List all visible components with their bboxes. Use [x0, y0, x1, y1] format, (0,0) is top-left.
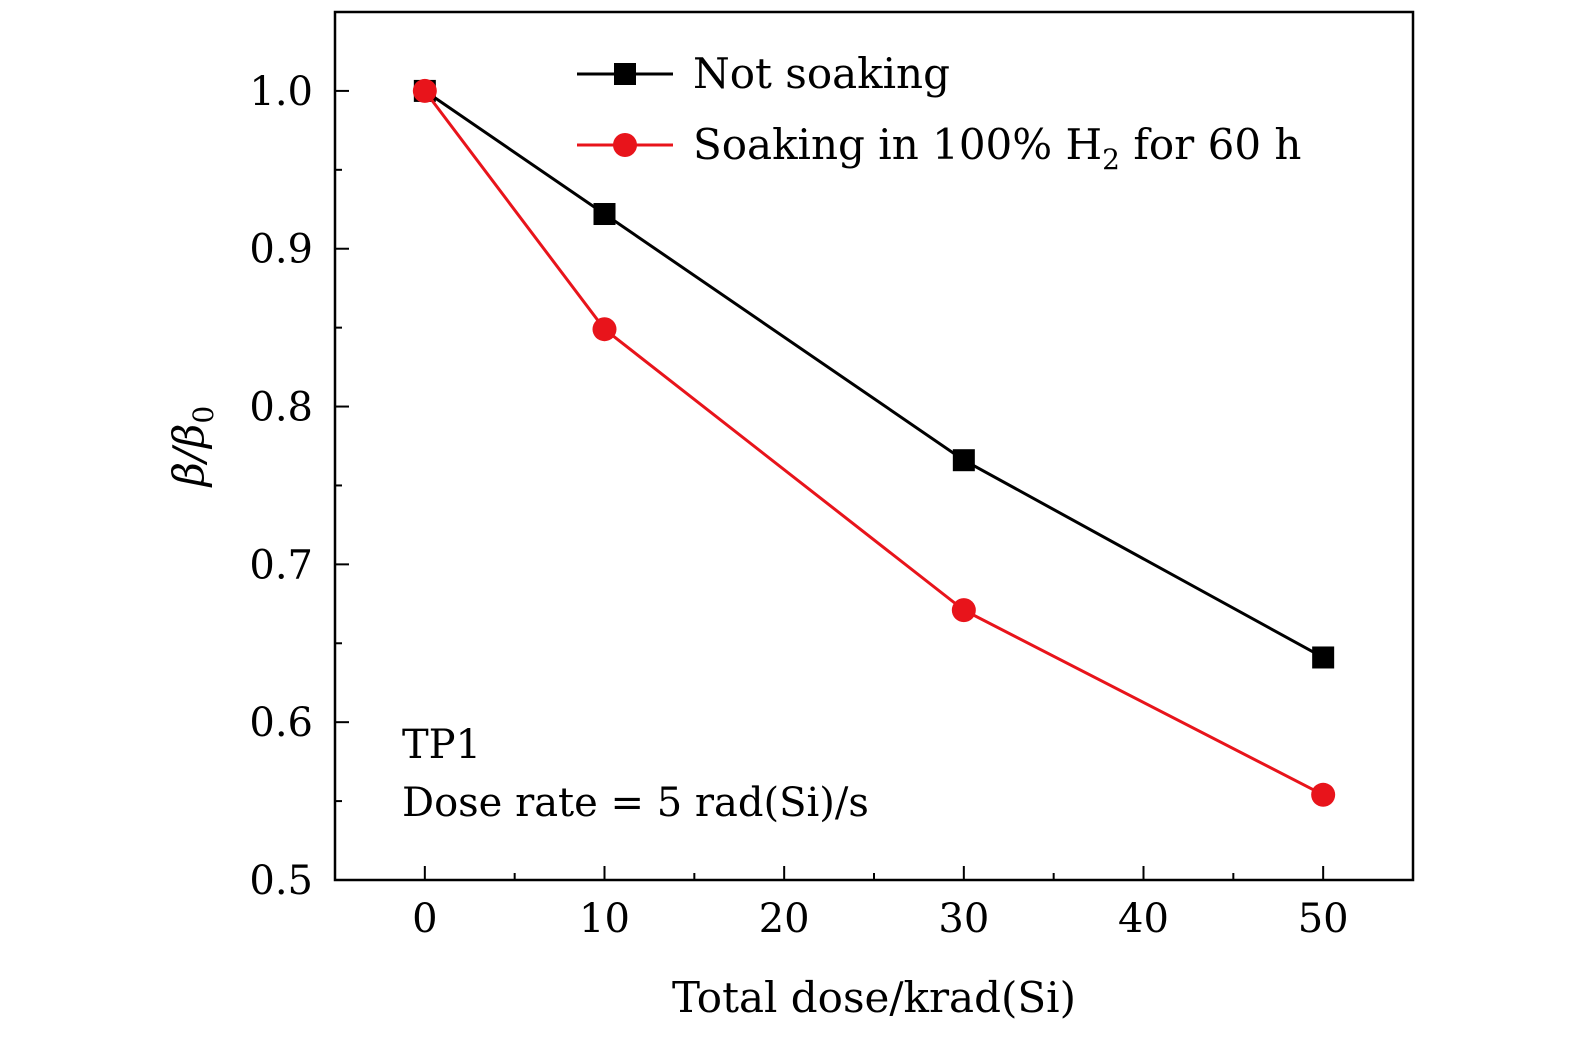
x-tick-label: 50 [1298, 896, 1349, 942]
y-tick-label: 0.6 [249, 700, 313, 746]
y-axis-title: β/β0 [164, 406, 220, 489]
legend-item-soaking: Soaking in 100% H2 for 60 h [577, 120, 1301, 176]
y-tick-label: 0.7 [249, 542, 313, 588]
legend-item-not-soaking: Not soaking [577, 49, 950, 98]
x-tick-label: 20 [759, 896, 810, 942]
y-axis-title-subscript: 0 [187, 406, 220, 424]
x-tick-label: 10 [579, 896, 630, 942]
x-tick-label: 40 [1118, 896, 1169, 942]
x-axis-title: Total dose/krad(Si) [672, 973, 1076, 1022]
legend-label-soaking-main: Soaking in 100% H [693, 120, 1102, 169]
x-tick-label: 0 [412, 896, 437, 942]
legend-marker-square [614, 63, 636, 85]
data-point-circle [951, 598, 976, 623]
series-2 [412, 78, 1336, 807]
annotation-sample: TP1 [402, 722, 481, 768]
axis-ticks [335, 11, 1325, 881]
y-axis-title-main: β/β [164, 424, 213, 489]
data-point-square [593, 203, 616, 226]
annotation-dose-rate: Dose rate = 5 rad(Si)/s [402, 780, 869, 826]
data-point-circle [1311, 782, 1336, 807]
series-layer [412, 78, 1336, 807]
legend-label-soaking-suffix: for 60 h [1120, 120, 1301, 169]
y-tick-label: 0.8 [249, 385, 313, 431]
data-point-square [1312, 646, 1335, 669]
series-line [423, 89, 1324, 659]
series-line [423, 90, 1324, 797]
data-point-square [952, 449, 975, 472]
legend-label-soaking: Soaking in 100% H2 for 60 h [693, 120, 1301, 176]
data-point-circle [412, 78, 437, 103]
legend-label-soaking-subscript: 2 [1102, 143, 1120, 176]
y-tick-label: 0.5 [249, 858, 313, 904]
y-tick-label: 1.0 [249, 69, 313, 115]
legend-label-not-soaking: Not soaking [693, 49, 950, 98]
data-point-circle [592, 317, 617, 342]
legend-marker-circle [613, 133, 637, 157]
x-tick-label: 30 [938, 896, 989, 942]
y-tick-label: 0.9 [249, 227, 313, 273]
legend: Not soaking Soaking in 100% H2 for 60 h [577, 49, 1301, 176]
tick-labels: 0 10 20 30 40 50 0.5 0.6 0.7 0.8 0.9 1.0 [249, 69, 1348, 942]
